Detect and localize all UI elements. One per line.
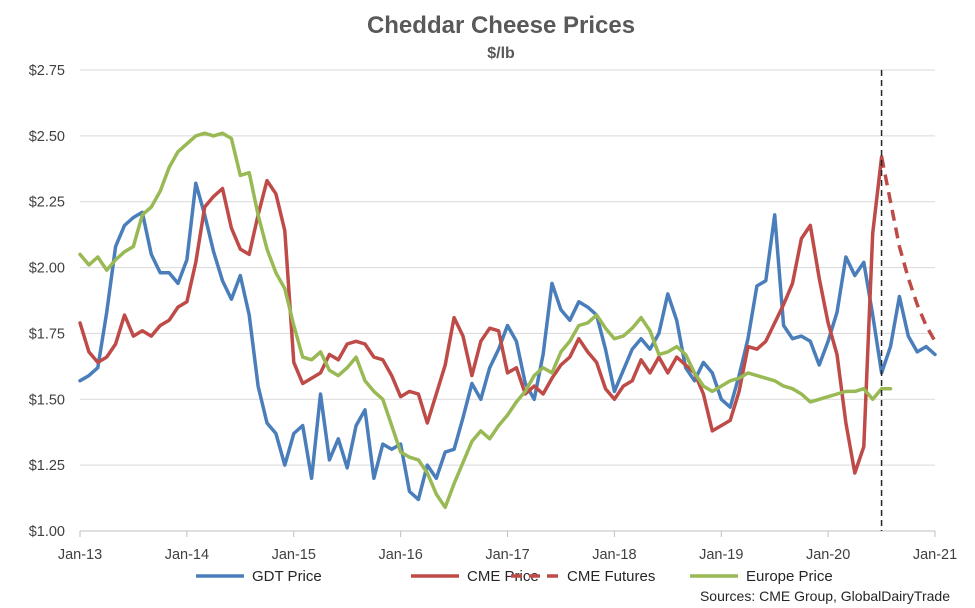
x-tick-label: Jan-19: [699, 547, 743, 563]
x-tick-label: Jan-16: [378, 547, 422, 563]
series-line-cme-futures: [879, 156, 937, 343]
x-tick-label: Jan-14: [165, 547, 209, 563]
y-tick-label: $1.75: [29, 326, 65, 342]
series-line-gdt-price: [78, 181, 937, 502]
x-tick-label: Jan-15: [272, 547, 316, 563]
legend-label: Europe Price: [746, 568, 833, 585]
y-tick-label: $2.75: [29, 63, 65, 79]
y-tick-label: $2.25: [29, 195, 65, 211]
legend-label: GDT Price: [252, 568, 322, 585]
x-tick-label: Jan-13: [58, 547, 102, 563]
y-tick-label: $2.00: [29, 261, 65, 277]
x-tick-label: Jan-21: [913, 547, 957, 563]
chart-subtitle: $/lb: [487, 45, 515, 62]
legend-label: CME Futures: [567, 568, 655, 585]
y-tick-label: $1.25: [29, 458, 65, 474]
x-tick-label: Jan-20: [806, 547, 850, 563]
source-note: Sources: CME Group, GlobalDairyTrade: [700, 588, 950, 604]
series-line-cme-price: [78, 155, 884, 475]
y-tick-label: $1.50: [29, 392, 65, 408]
axes: $1.00 $1.25 $1.50 $1.75 $2.00 $2.25 $2.50 $2.75…: [29, 63, 957, 563]
y-tick-label: $2.50: [29, 129, 65, 145]
x-tick-label: Jan-18: [592, 547, 636, 563]
legend-label: CME Price: [467, 568, 539, 585]
x-tick-label: Jan-17: [485, 547, 529, 563]
series-lines: [78, 70, 937, 531]
legend: GDT Price CME Price CME Futures Europe Pric…: [196, 568, 833, 585]
chart-title: Cheddar Cheese Prices: [367, 12, 635, 39]
gridlines: [80, 69, 935, 466]
series-line-europe-price: [78, 131, 893, 510]
y-tick-label: $1.00: [29, 524, 65, 540]
